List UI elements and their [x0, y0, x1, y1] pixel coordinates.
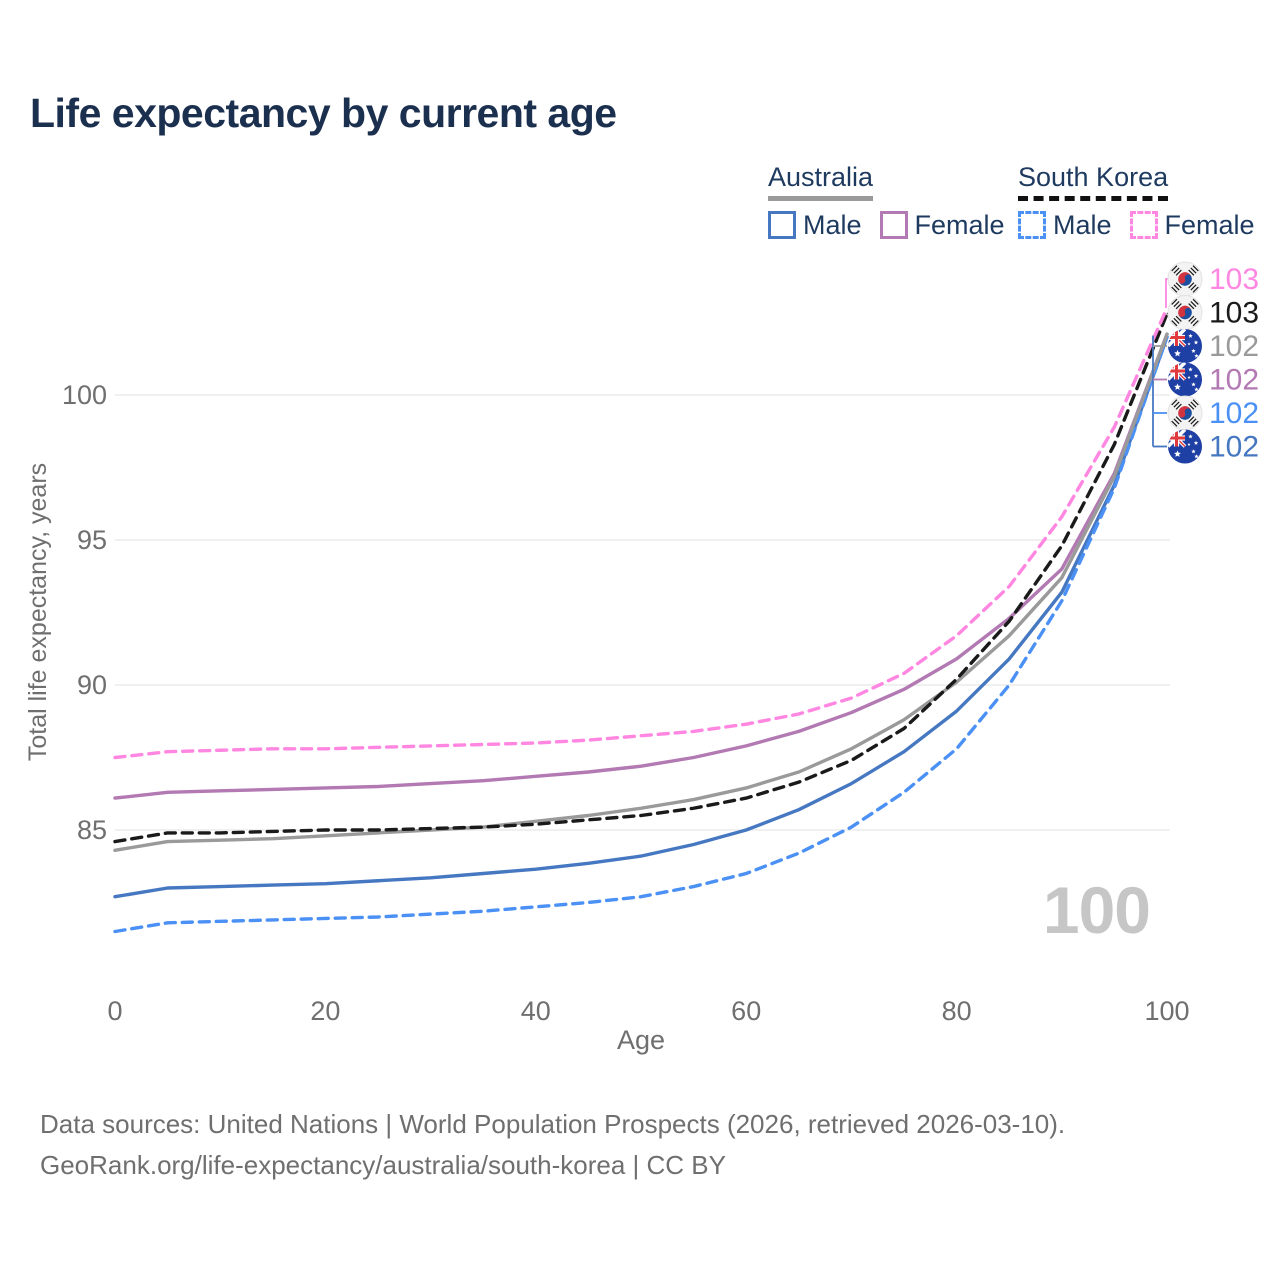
end-label-value: 102: [1209, 330, 1259, 363]
legend-item-australia-male[interactable]: Male: [768, 210, 862, 241]
end-label-row: 102: [1167, 395, 1259, 431]
x-tick-label: 20: [310, 996, 340, 1026]
legend-item-south-korea-female[interactable]: Female: [1129, 209, 1255, 241]
age-counter-watermark: 100: [1042, 873, 1151, 947]
south-korea-flag-icon: [1167, 295, 1203, 330]
series-line-south-korea-female[interactable]: [113, 306, 1169, 760]
legend-item-south-korea-male[interactable]: Male: [1018, 210, 1112, 241]
y-axis-title: Total life expectancy, years: [24, 463, 52, 761]
end-label-value: 102: [1209, 397, 1259, 430]
footer-data-sources: Data sources: United Nations | World Pop…: [40, 1109, 1066, 1139]
x-tick-label: 0: [107, 996, 122, 1026]
south-korea-female-swatch: [1129, 211, 1158, 240]
x-tick-label: 100: [1144, 996, 1189, 1026]
y-tick-label: 100: [62, 380, 107, 410]
legend-label-south-korea-male: Male: [1053, 209, 1112, 240]
series-line-south-korea-total[interactable]: [113, 312, 1169, 844]
end-label-value: 103: [1209, 297, 1259, 330]
australia-flag-icon: [1168, 329, 1202, 363]
australia-male-swatch: [768, 211, 796, 240]
page-title: Life expectancy by current age: [30, 90, 617, 136]
legend-label-australia-male: Male: [803, 209, 862, 240]
end-label-row: 102: [1168, 429, 1259, 464]
legend-group-australia: Australia Male Female: [768, 162, 1005, 241]
legend-australia-heading: Australia: [768, 162, 874, 201]
x-tick-label: 60: [731, 996, 761, 1026]
y-tick-label: 95: [77, 525, 107, 555]
x-tick-label: 80: [942, 996, 972, 1026]
end-label-value: 102: [1209, 364, 1259, 397]
series-line-australia-male[interactable]: [113, 335, 1169, 899]
legend-group-south-korea: South Korea Male Female: [1018, 162, 1255, 241]
end-label-value: 103: [1209, 263, 1259, 296]
series-line-south-korea-male[interactable]: [113, 335, 1169, 934]
australia-female-swatch: [879, 211, 908, 240]
gridlines: 85 90 95 100: [62, 380, 1170, 845]
australia-flag-icon: [1168, 429, 1202, 464]
legend-label-south-korea-female: Female: [1164, 209, 1255, 240]
series-line-australia-total[interactable]: [113, 332, 1169, 852]
end-label-row: 102: [1168, 362, 1259, 397]
legend-item-australia-female[interactable]: Female: [879, 209, 1005, 241]
end-label-row: 103: [1167, 295, 1259, 330]
south-korea-flag-icon: [1167, 261, 1203, 297]
end-label-row: 102: [1168, 329, 1259, 363]
legend-south-korea-heading: South Korea: [1018, 162, 1169, 201]
legend-label-australia-female: Female: [914, 209, 1005, 240]
y-tick-label: 85: [77, 815, 107, 845]
series-line-australia-female[interactable]: [113, 332, 1169, 800]
footer: Data sources: United Nations | World Pop…: [40, 1104, 1065, 1186]
x-axis-title: Age: [617, 1025, 665, 1055]
x-tick-label: 40: [521, 996, 551, 1026]
south-korea-flag-icon: [1167, 395, 1203, 431]
end-label-value: 102: [1209, 431, 1259, 464]
south-korea-male-swatch: [1018, 211, 1046, 240]
footer-attribution: GeoRank.org/life-expectancy/australia/so…: [40, 1150, 726, 1180]
australia-flag-icon: [1168, 362, 1202, 397]
end-label-row: 103: [1167, 261, 1259, 297]
y-tick-label: 90: [77, 670, 107, 700]
